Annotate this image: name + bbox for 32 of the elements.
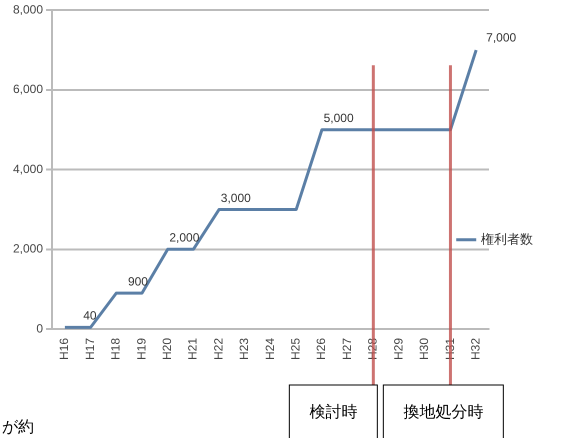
data-label: 7,000 xyxy=(486,30,517,44)
x-tick-label: H28 xyxy=(366,338,380,360)
x-tick-label: H20 xyxy=(160,338,174,360)
x-tick-label: H18 xyxy=(108,338,123,360)
x-tick-label: H27 xyxy=(340,338,354,360)
ref-line-label: 検討時 xyxy=(309,403,358,422)
x-tick-label: H21 xyxy=(186,338,200,360)
x-tick-label: H24 xyxy=(262,338,277,360)
y-tick-label: 6,000 xyxy=(13,82,44,96)
x-tick-label: H16 xyxy=(57,338,72,360)
x-tick-label: H26 xyxy=(314,338,328,360)
x-tick-label: H32 xyxy=(468,338,482,360)
legend-label: 権利者数 xyxy=(481,231,534,246)
x-tick-label: H23 xyxy=(237,338,252,360)
x-tick-label: H30 xyxy=(417,338,432,360)
x-tick-label: H29 xyxy=(391,338,406,360)
x-tick-label: H22 xyxy=(211,338,226,360)
data-label: 5,000 xyxy=(324,111,354,126)
data-label: 3,000 xyxy=(220,190,252,205)
y-tick-label: 4,000 xyxy=(13,162,44,176)
x-tick-label: H19 xyxy=(134,338,148,360)
x-tick-label: H31 xyxy=(442,338,457,360)
y-tick-label: 0 xyxy=(36,321,44,336)
ref-line-label: 換地処分時 xyxy=(403,403,484,422)
y-tick-label: 2,000 xyxy=(13,242,44,256)
y-tick-label: 8,000 xyxy=(13,2,44,17)
data-label: 2,000 xyxy=(169,230,200,245)
x-tick-label: H17 xyxy=(82,338,97,360)
data-label: 900 xyxy=(128,274,148,288)
data-label: 40 xyxy=(83,308,97,323)
x-tick-label: H25 xyxy=(288,338,303,360)
text: が約 xyxy=(2,419,34,436)
